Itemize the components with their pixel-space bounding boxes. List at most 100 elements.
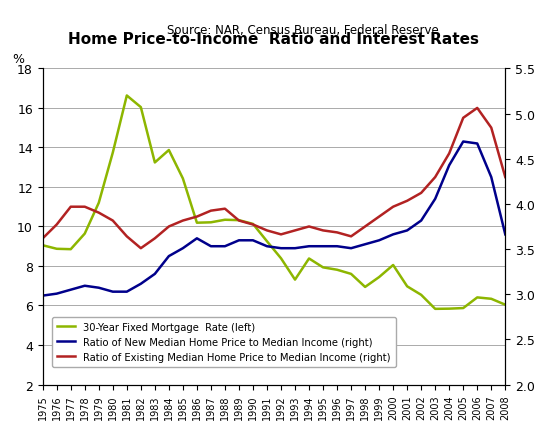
- 30-Year Fixed Mortgage  Rate (left): [460, 306, 466, 311]
- 30-Year Fixed Mortgage  Rate (left): [404, 284, 410, 289]
- Ratio of New Median Home Price to Median Income (right): [207, 244, 214, 249]
- Ratio of New Median Home Price to Median Income (right): [263, 244, 270, 249]
- Ratio of New Median Home Price to Median Income (right): [166, 254, 172, 259]
- Ratio of Existing Median Home Price to Median Income (right): [502, 175, 509, 180]
- 30-Year Fixed Mortgage  Rate (left): [250, 222, 256, 227]
- 30-Year Fixed Mortgage  Rate (left): [138, 105, 144, 111]
- 30-Year Fixed Mortgage  Rate (left): [306, 256, 312, 261]
- 30-Year Fixed Mortgage  Rate (left): [235, 218, 242, 223]
- 30-Year Fixed Mortgage  Rate (left): [263, 239, 270, 244]
- Ratio of New Median Home Price to Median Income (right): [278, 246, 284, 251]
- Ratio of New Median Home Price to Median Income (right): [418, 218, 425, 224]
- 30-Year Fixed Mortgage  Rate (left): [152, 161, 158, 166]
- Ratio of New Median Home Price to Median Income (right): [96, 286, 102, 291]
- Ratio of New Median Home Price to Median Income (right): [138, 282, 144, 287]
- Ratio of Existing Median Home Price to Median Income (right): [390, 204, 397, 210]
- Ratio of Existing Median Home Price to Median Income (right): [446, 151, 453, 157]
- Ratio of Existing Median Home Price to Median Income (right): [376, 214, 382, 220]
- Ratio of Existing Median Home Price to Median Income (right): [488, 126, 494, 131]
- Ratio of Existing Median Home Price to Median Income (right): [320, 228, 326, 233]
- Ratio of New Median Home Price to Median Income (right): [306, 244, 312, 249]
- Ratio of Existing Median Home Price to Median Income (right): [96, 210, 102, 216]
- Line: Ratio of New Median Home Price to Median Income (right): Ratio of New Median Home Price to Median…: [43, 142, 505, 296]
- Ratio of Existing Median Home Price to Median Income (right): [334, 230, 340, 236]
- Ratio of New Median Home Price to Median Income (right): [390, 232, 397, 237]
- Ratio of Existing Median Home Price to Median Income (right): [207, 209, 214, 214]
- 30-Year Fixed Mortgage  Rate (left): [124, 94, 130, 99]
- Ratio of New Median Home Price to Median Income (right): [320, 244, 326, 249]
- Ratio of New Median Home Price to Median Income (right): [404, 228, 410, 233]
- Line: 30-Year Fixed Mortgage  Rate (left): 30-Year Fixed Mortgage Rate (left): [43, 96, 505, 309]
- 30-Year Fixed Mortgage  Rate (left): [488, 296, 494, 302]
- Ratio of New Median Home Price to Median Income (right): [474, 141, 481, 147]
- 30-Year Fixed Mortgage  Rate (left): [334, 267, 340, 273]
- Ratio of Existing Median Home Price to Median Income (right): [460, 116, 466, 121]
- 30-Year Fixed Mortgage  Rate (left): [446, 306, 453, 312]
- Ratio of Existing Median Home Price to Median Income (right): [180, 218, 186, 224]
- 30-Year Fixed Mortgage  Rate (left): [390, 263, 397, 268]
- 30-Year Fixed Mortgage  Rate (left): [194, 220, 200, 226]
- Ratio of Existing Median Home Price to Median Income (right): [362, 224, 369, 230]
- 30-Year Fixed Mortgage  Rate (left): [362, 285, 369, 290]
- Ratio of Existing Median Home Price to Median Income (right): [432, 175, 438, 180]
- Ratio of Existing Median Home Price to Median Income (right): [152, 236, 158, 241]
- 30-Year Fixed Mortgage  Rate (left): [292, 277, 298, 283]
- Ratio of New Median Home Price to Median Income (right): [250, 238, 256, 243]
- Ratio of Existing Median Home Price to Median Income (right): [474, 106, 481, 111]
- Ratio of Existing Median Home Price to Median Income (right): [222, 207, 228, 212]
- 30-Year Fixed Mortgage  Rate (left): [96, 201, 102, 206]
- 30-Year Fixed Mortgage  Rate (left): [474, 295, 481, 300]
- 30-Year Fixed Mortgage  Rate (left): [348, 272, 354, 277]
- 30-Year Fixed Mortgage  Rate (left): [502, 302, 509, 308]
- Ratio of Existing Median Home Price to Median Income (right): [404, 199, 410, 204]
- Legend: 30-Year Fixed Mortgage  Rate (left), Ratio of New Median Home Price to Median In: 30-Year Fixed Mortgage Rate (left), Rati…: [52, 317, 396, 367]
- Ratio of New Median Home Price to Median Income (right): [194, 236, 200, 241]
- Ratio of New Median Home Price to Median Income (right): [348, 246, 354, 251]
- Ratio of Existing Median Home Price to Median Income (right): [263, 228, 270, 233]
- Ratio of New Median Home Price to Median Income (right): [235, 238, 242, 243]
- Ratio of New Median Home Price to Median Income (right): [81, 283, 88, 289]
- 30-Year Fixed Mortgage  Rate (left): [109, 151, 116, 156]
- Text: %: %: [13, 53, 25, 66]
- Ratio of Existing Median Home Price to Median Income (right): [166, 224, 172, 230]
- Ratio of New Median Home Price to Median Income (right): [376, 238, 382, 243]
- Ratio of New Median Home Price to Median Income (right): [180, 246, 186, 251]
- Line: Ratio of Existing Median Home Price to Median Income (right): Ratio of Existing Median Home Price to M…: [43, 108, 505, 249]
- 30-Year Fixed Mortgage  Rate (left): [278, 256, 284, 261]
- Ratio of New Median Home Price to Median Income (right): [334, 244, 340, 249]
- 30-Year Fixed Mortgage  Rate (left): [68, 247, 74, 252]
- Ratio of Existing Median Home Price to Median Income (right): [235, 218, 242, 224]
- Ratio of New Median Home Price to Median Income (right): [109, 289, 116, 295]
- 30-Year Fixed Mortgage  Rate (left): [81, 231, 88, 237]
- Ratio of Existing Median Home Price to Median Income (right): [124, 234, 130, 240]
- Ratio of New Median Home Price to Median Income (right): [68, 287, 74, 293]
- Ratio of New Median Home Price to Median Income (right): [222, 244, 228, 249]
- Ratio of New Median Home Price to Median Income (right): [446, 163, 453, 168]
- 30-Year Fixed Mortgage  Rate (left): [418, 293, 425, 298]
- Ratio of New Median Home Price to Median Income (right): [40, 293, 46, 299]
- Ratio of New Median Home Price to Median Income (right): [432, 197, 438, 202]
- Text: Source: NAR, Census Bureau, Federal Reserve: Source: NAR, Census Bureau, Federal Rese…: [167, 24, 438, 37]
- Ratio of Existing Median Home Price to Median Income (right): [68, 204, 74, 210]
- Ratio of New Median Home Price to Median Income (right): [488, 175, 494, 180]
- Ratio of New Median Home Price to Median Income (right): [292, 246, 298, 251]
- Ratio of Existing Median Home Price to Median Income (right): [292, 228, 298, 233]
- 30-Year Fixed Mortgage  Rate (left): [376, 275, 382, 280]
- Ratio of New Median Home Price to Median Income (right): [53, 291, 60, 296]
- Ratio of Existing Median Home Price to Median Income (right): [194, 214, 200, 220]
- 30-Year Fixed Mortgage  Rate (left): [40, 243, 46, 248]
- 30-Year Fixed Mortgage  Rate (left): [432, 306, 438, 312]
- Ratio of Existing Median Home Price to Median Income (right): [81, 204, 88, 210]
- 30-Year Fixed Mortgage  Rate (left): [166, 148, 172, 153]
- Ratio of New Median Home Price to Median Income (right): [362, 242, 369, 247]
- Ratio of New Median Home Price to Median Income (right): [502, 232, 509, 237]
- Ratio of Existing Median Home Price to Median Income (right): [306, 224, 312, 230]
- 30-Year Fixed Mortgage  Rate (left): [53, 247, 60, 252]
- 30-Year Fixed Mortgage  Rate (left): [222, 217, 228, 223]
- Ratio of Existing Median Home Price to Median Income (right): [138, 246, 144, 251]
- Ratio of Existing Median Home Price to Median Income (right): [278, 232, 284, 237]
- Ratio of New Median Home Price to Median Income (right): [152, 272, 158, 277]
- Ratio of Existing Median Home Price to Median Income (right): [40, 236, 46, 241]
- 30-Year Fixed Mortgage  Rate (left): [180, 177, 186, 182]
- 30-Year Fixed Mortgage  Rate (left): [320, 265, 326, 270]
